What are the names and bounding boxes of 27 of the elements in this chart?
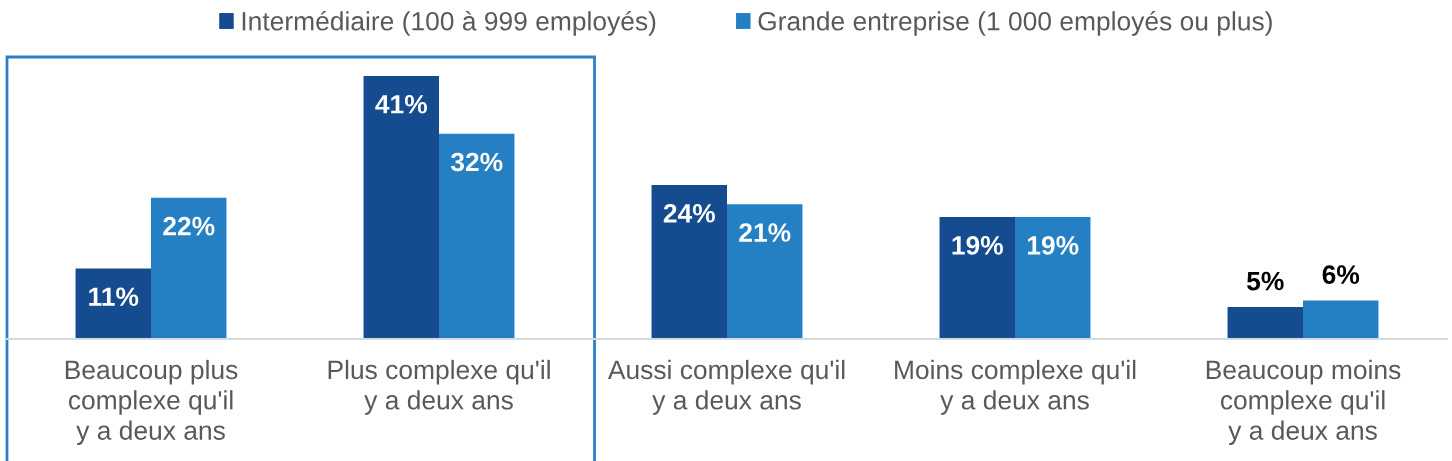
data-label: 24% — [663, 203, 715, 223]
x-tick-label: Moins complexe qu'il y a deux ans — [895, 359, 1136, 415]
data-label: 19% — [952, 236, 1003, 255]
bar — [439, 133, 515, 339]
bar — [1303, 300, 1379, 339]
bar — [363, 75, 439, 339]
data-label: 19% — [1027, 236, 1079, 255]
data-label: 5% — [1247, 271, 1284, 291]
data-label: 21% — [739, 223, 791, 242]
bar — [939, 217, 1015, 339]
bar — [151, 197, 227, 339]
bar — [1227, 306, 1303, 339]
x-tick-label: Beaucoup plus complexe qu'il y a deux ans — [65, 359, 238, 446]
data-label: 41% — [375, 94, 427, 114]
bar — [651, 185, 727, 339]
data-label: 32% — [450, 152, 503, 172]
legend-label: Intermédiaire (100 à 999 employés) — [242, 10, 656, 36]
bar — [75, 268, 151, 339]
legend-label: Grande entreprise (1 000 employés ou plus) — [758, 10, 1272, 36]
data-label: 11% — [89, 287, 139, 307]
bar — [1015, 217, 1091, 339]
x-tick-label: Beaucoup moins complexe qu'il y a deux ans — [1206, 359, 1401, 446]
data-label: 6% — [1322, 265, 1360, 284]
x-tick-label: Plus complexe qu'il y a deux ans — [328, 359, 550, 415]
bar — [727, 204, 803, 339]
x-tick-label: Aussi complexe qu'il y a deux ans — [607, 359, 845, 415]
data-label: 22% — [163, 216, 215, 236]
